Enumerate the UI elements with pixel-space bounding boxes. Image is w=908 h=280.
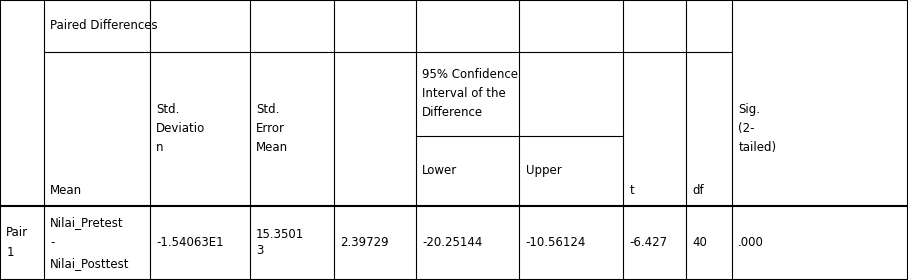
Text: Mean: Mean bbox=[50, 184, 82, 197]
Text: Error: Error bbox=[256, 122, 285, 135]
Text: 40: 40 bbox=[693, 236, 707, 249]
Text: 2.39729: 2.39729 bbox=[340, 236, 390, 249]
Text: -: - bbox=[50, 236, 54, 249]
Text: Lower: Lower bbox=[422, 164, 458, 177]
Text: Paired Differences: Paired Differences bbox=[50, 19, 158, 32]
Text: Interval of the: Interval of the bbox=[422, 87, 506, 100]
Text: -10.56124: -10.56124 bbox=[526, 236, 586, 249]
Text: Sig.: Sig. bbox=[738, 103, 760, 116]
Text: 3: 3 bbox=[256, 244, 263, 258]
Text: -6.427: -6.427 bbox=[629, 236, 667, 249]
Text: Deviatio: Deviatio bbox=[156, 122, 205, 135]
Text: Difference: Difference bbox=[422, 106, 483, 119]
Text: Std.: Std. bbox=[156, 103, 180, 116]
Text: t: t bbox=[629, 184, 634, 197]
Text: Mean: Mean bbox=[256, 141, 288, 154]
Text: Std.: Std. bbox=[256, 103, 280, 116]
Text: 1: 1 bbox=[6, 246, 14, 260]
Text: n: n bbox=[156, 141, 163, 154]
Text: -20.25144: -20.25144 bbox=[422, 236, 482, 249]
Text: Upper: Upper bbox=[526, 164, 561, 177]
Text: Nilai_Pretest: Nilai_Pretest bbox=[50, 216, 123, 229]
Text: tailed): tailed) bbox=[738, 141, 776, 154]
Text: df: df bbox=[693, 184, 705, 197]
Text: -1.54063E1: -1.54063E1 bbox=[156, 236, 223, 249]
Text: (2-: (2- bbox=[738, 122, 755, 135]
Text: 15.3501: 15.3501 bbox=[256, 228, 304, 241]
Text: Nilai_Posttest: Nilai_Posttest bbox=[50, 256, 130, 270]
Text: .000: .000 bbox=[738, 236, 764, 249]
Text: Pair: Pair bbox=[6, 226, 28, 239]
Text: 95% Confidence: 95% Confidence bbox=[422, 68, 518, 81]
